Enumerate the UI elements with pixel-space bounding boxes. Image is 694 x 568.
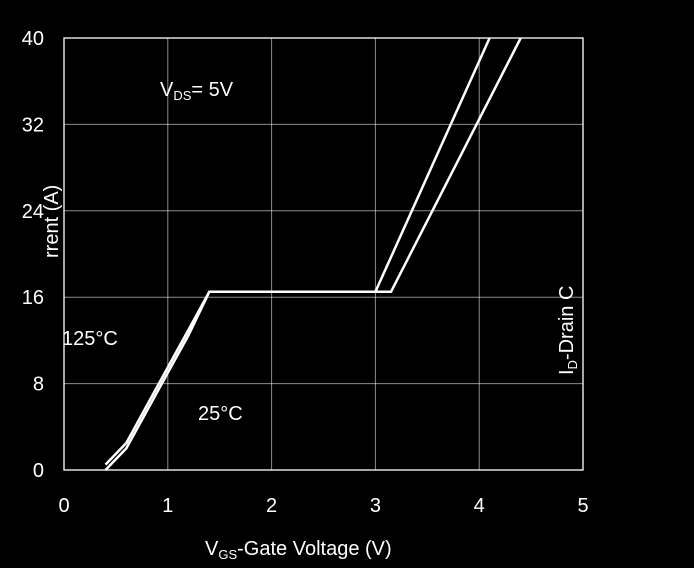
series-label-125c: 125°C <box>62 328 118 350</box>
y-axis-title-left: rrent (A) <box>41 185 63 258</box>
x-axis-title: VGS-Gate Voltage (V) <box>205 538 392 562</box>
x-tick-label: 0 <box>58 495 69 517</box>
y-axis-title-right: ID-Drain C <box>556 286 580 375</box>
series-line-1 <box>104 37 522 471</box>
x-tick-label: 2 <box>266 495 277 517</box>
x-tick-label: 4 <box>474 495 485 517</box>
x-tick-label: 1 <box>162 495 173 517</box>
y-tick-label: 0 <box>33 460 44 482</box>
series-lines <box>104 37 522 471</box>
vds-annotation: VDS= 5V <box>160 79 234 103</box>
grid <box>63 37 584 471</box>
y-tick-label: 32 <box>22 114 44 136</box>
y-tick-label: 8 <box>33 374 44 396</box>
x-tick-label: 3 <box>370 495 381 517</box>
plot-frame <box>63 37 584 471</box>
tick-labels: 0 1 2 3 4 5 0 8 16 24 32 40 <box>22 28 589 517</box>
y-tick-label: 16 <box>22 287 44 309</box>
x-tick-label: 5 <box>577 495 588 517</box>
series-line-0 <box>104 37 491 466</box>
y-tick-label: 24 <box>22 201 44 223</box>
series-label-25c: 25°C <box>198 403 243 425</box>
y-tick-label: 40 <box>22 28 44 50</box>
